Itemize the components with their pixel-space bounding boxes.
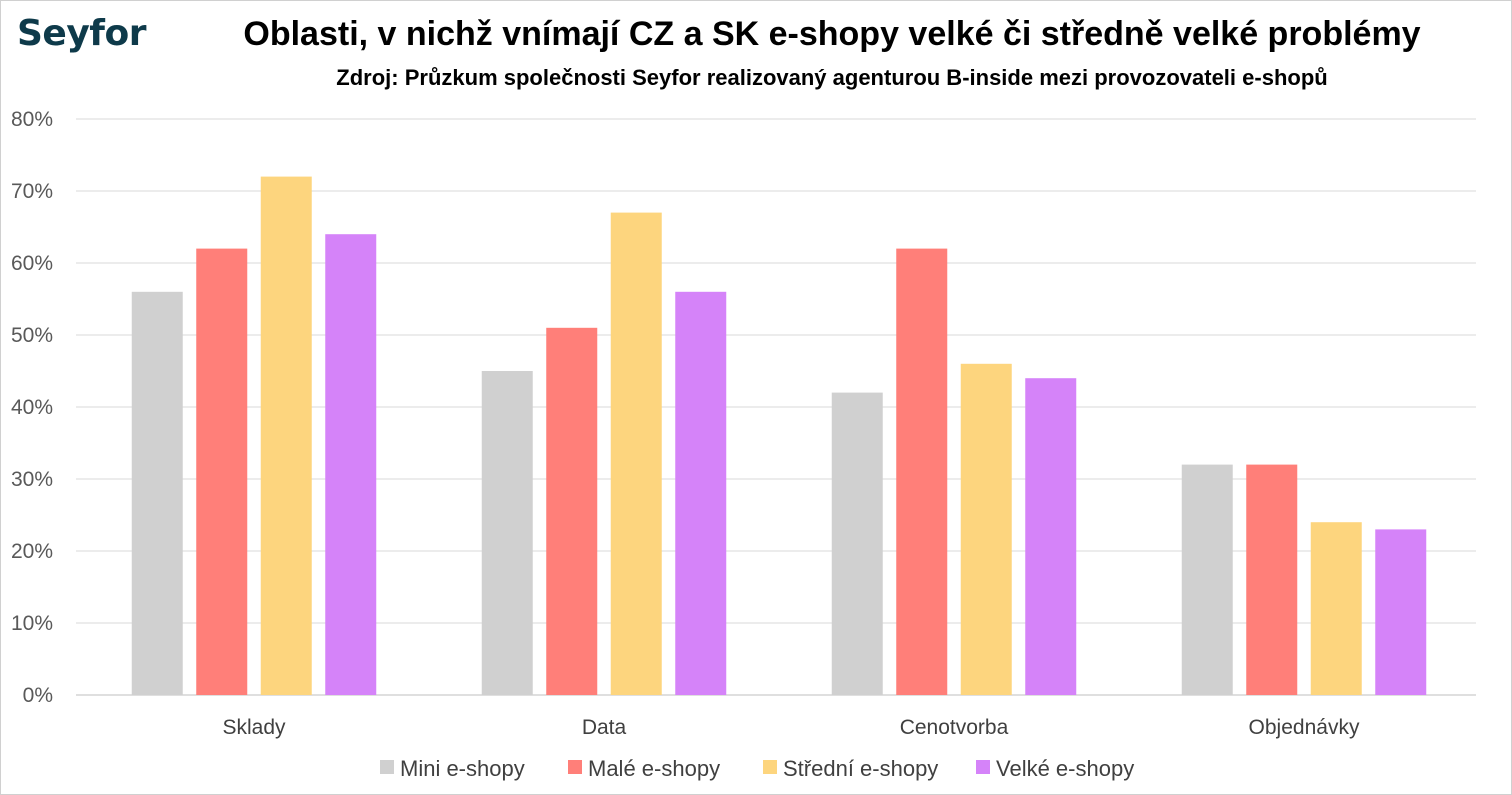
bar-cenotvorba-4: [1025, 378, 1077, 695]
y-tick-label: 10%: [11, 612, 53, 635]
y-tick-label: 50%: [11, 324, 53, 347]
y-tick-label: 80%: [11, 108, 53, 131]
bar-objednávky-2: [1246, 464, 1298, 695]
y-tick-label: 70%: [11, 180, 53, 203]
bar-data-4: [675, 291, 727, 695]
chart-title: Oblasti, v nichž vnímají CZ a SK e-shopy…: [243, 15, 1421, 53]
bar-data-3: [610, 212, 662, 695]
x-category-label: Cenotvorba: [900, 716, 1009, 739]
bar-data-1: [481, 371, 533, 695]
chart-subtitle: Zdroj: Průzkum společnosti Seyfor realiz…: [336, 65, 1328, 90]
bar-cenotvorba-3: [960, 363, 1012, 695]
bar-sklady-3: [260, 176, 312, 696]
legend-label: Malé e-shopy: [588, 756, 720, 781]
legend-swatch: [380, 760, 394, 774]
x-category-label: Data: [582, 716, 627, 739]
bar-objednávky-3: [1310, 522, 1362, 695]
legend-swatch: [568, 760, 582, 774]
legend-swatch: [976, 760, 990, 774]
bar-cenotvorba-1: [831, 392, 883, 695]
bar-data-2: [546, 327, 598, 695]
x-category-label: Objednávky: [1249, 716, 1360, 739]
y-tick-label: 20%: [11, 540, 53, 563]
legend-swatch: [763, 760, 777, 774]
bar-sklady-4: [325, 234, 377, 695]
bar-objednávky-4: [1375, 529, 1427, 695]
y-tick-label: 30%: [11, 468, 53, 491]
bar-sklady-2: [196, 248, 248, 695]
x-category-label: Sklady: [222, 716, 286, 739]
bar-objednávky-1: [1181, 464, 1233, 695]
legend-label: Střední e-shopy: [783, 756, 938, 781]
seyfor-logo: Seyfor: [17, 13, 146, 54]
legend-label: Velké e-shopy: [996, 756, 1134, 781]
y-tick-label: 60%: [11, 252, 53, 275]
bar-cenotvorba-2: [896, 248, 948, 695]
bar-sklady-1: [131, 291, 183, 695]
y-tick-label: 0%: [23, 684, 53, 707]
legend-label: Mini e-shopy: [400, 756, 525, 781]
y-tick-label: 40%: [11, 396, 53, 419]
